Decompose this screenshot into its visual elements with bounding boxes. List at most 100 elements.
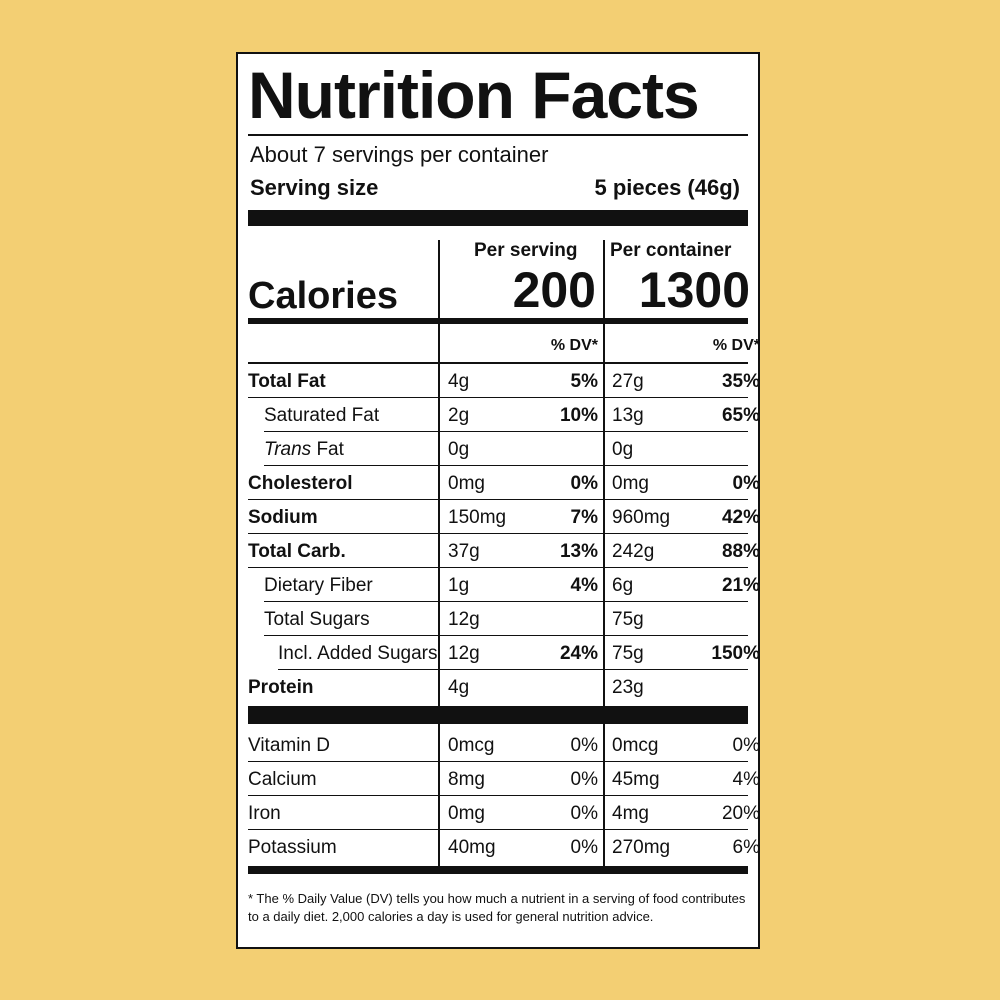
per-container-header: Per container [610, 240, 732, 261]
nutrient-row: Total Carb. 37g 13% 242g 88% [248, 534, 760, 568]
vitamin-row: Calcium 8mg 0% 45mg 4% [248, 762, 760, 796]
vitamin-row: Iron 0mg 0% 4mg 20% [248, 796, 760, 830]
serving-amount: 2g [448, 405, 470, 426]
serving-amount: 4g [448, 677, 470, 698]
row-divider [278, 668, 748, 670]
container-amount: 0g [612, 439, 634, 460]
nutrient-row: Protein 4g 23g [248, 670, 748, 704]
serving-daily-value [506, 670, 598, 704]
nutrient-name: Protein [248, 677, 314, 698]
serving-daily-value: 7% [570, 507, 598, 528]
container-amount: 13g [612, 405, 644, 426]
serving-daily-value [506, 432, 598, 466]
container-daily-value: 150% [711, 643, 760, 664]
nutrient-row: Saturated Fat 2g 10% 13g 65% [248, 398, 760, 432]
nutrient-row: Cholesterol 0mg 0% 0mg 0% [248, 466, 760, 500]
container-amount: 75g [612, 609, 644, 630]
nutrient-name-rest: Fat [311, 439, 344, 460]
thick-divider [248, 866, 748, 874]
container-daily-value: 88% [721, 541, 760, 562]
container-amount: 242g [612, 541, 655, 562]
serving-daily-value: 24% [559, 643, 598, 664]
serving-amount: 0mg [448, 473, 485, 494]
serving-daily-value: 13% [559, 541, 598, 562]
container-daily-value: 65% [721, 405, 760, 426]
footnote: * The % Daily Value (DV) tells you how m… [248, 891, 746, 924]
calories-per-serving: 200 [512, 262, 596, 318]
nutrient-name-prefix: Trans [264, 439, 312, 460]
serving-daily-value: 0% [570, 837, 598, 858]
divider [248, 362, 748, 364]
servings-per-container: About 7 servings per container [250, 142, 549, 167]
nutrient-name: Total Sugars [264, 609, 370, 630]
container-daily-value: 42% [721, 507, 760, 528]
serving-daily-value: 0% [570, 473, 598, 494]
column-divider-left [438, 240, 440, 866]
nutrient-name: Saturated Fat [264, 405, 380, 426]
serving-daily-value: 4% [570, 575, 598, 596]
nutrient-name: Potassium [248, 837, 337, 858]
nutrient-name: Calcium [248, 769, 317, 790]
row-divider [248, 828, 748, 830]
container-amount: 4mg [612, 803, 649, 824]
row-divider [248, 532, 748, 534]
serving-amount: 0mg [448, 803, 485, 824]
serving-daily-value: 10% [559, 405, 598, 426]
row-divider [248, 396, 748, 398]
container-amount: 960mg [612, 507, 671, 528]
container-daily-value: 4% [732, 769, 760, 790]
row-divider [264, 634, 748, 636]
container-daily-value: 0% [732, 473, 760, 494]
container-amount: 6g [612, 575, 634, 596]
container-amount: 270mg [612, 837, 671, 858]
row-divider [248, 760, 748, 762]
container-daily-value: 35% [721, 371, 760, 392]
calories-label: Calories [248, 275, 398, 317]
serving-amount: 150mg [448, 507, 507, 528]
serving-size-label: Serving size [250, 175, 379, 200]
nutrient-row: Sodium 150mg 7% 960mg 42% [248, 500, 760, 534]
container-daily-value [668, 602, 760, 636]
nutrient-name: Iron [248, 803, 281, 824]
serving-amount: 12g [448, 643, 480, 664]
nutrition-facts-label: Nutrition Facts About 7 servings per con… [236, 52, 760, 949]
nutrient-name: Incl. Added Sugars [278, 643, 438, 664]
vitamin-row: Vitamin D 0mcg 0% 0mcg 0% [248, 728, 760, 762]
serving-amount: 0g [448, 439, 470, 460]
container-amount: 0mcg [612, 735, 659, 756]
container-daily-value: 0% [732, 735, 760, 756]
row-divider [248, 498, 748, 500]
container-amount: 23g [612, 677, 644, 698]
serving-amount: 8mg [448, 769, 485, 790]
nutrient-name: Sodium [248, 507, 318, 528]
label-title: Nutrition Facts [248, 58, 700, 132]
thick-divider [248, 318, 748, 324]
container-daily-value: 21% [721, 575, 760, 596]
serving-amount: 4g [448, 371, 470, 392]
dv-header-container: % DV* [712, 337, 760, 354]
serving-daily-value: 0% [570, 735, 598, 756]
thick-divider [248, 210, 748, 226]
row-divider [248, 794, 748, 796]
column-divider-right [603, 240, 605, 866]
container-amount: 27g [612, 371, 644, 392]
container-daily-value [668, 432, 760, 466]
serving-size-value: 5 pieces (46g) [594, 175, 740, 200]
row-divider [264, 430, 748, 432]
container-amount: 45mg [612, 769, 660, 790]
thick-divider [248, 706, 748, 724]
nutrient-row: Total Fat 4g 5% 27g 35% [248, 364, 760, 398]
serving-amount: 12g [448, 609, 480, 630]
nutrient-name: Cholesterol [248, 473, 353, 494]
serving-amount: 37g [448, 541, 480, 562]
container-amount: 75g [612, 643, 644, 664]
nutrient-row: Total Sugars 12g 75g [248, 602, 748, 636]
serving-amount: 0mcg [448, 735, 495, 756]
container-daily-value: 20% [721, 803, 760, 824]
serving-amount: 40mg [448, 837, 496, 858]
nutrient-name: Vitamin D [248, 735, 331, 756]
nutrient-name: Dietary Fiber [264, 575, 373, 596]
serving-daily-value: 0% [570, 769, 598, 790]
serving-amount: 1g [448, 575, 470, 596]
label-content: Nutrition Facts About 7 servings per con… [248, 54, 760, 947]
